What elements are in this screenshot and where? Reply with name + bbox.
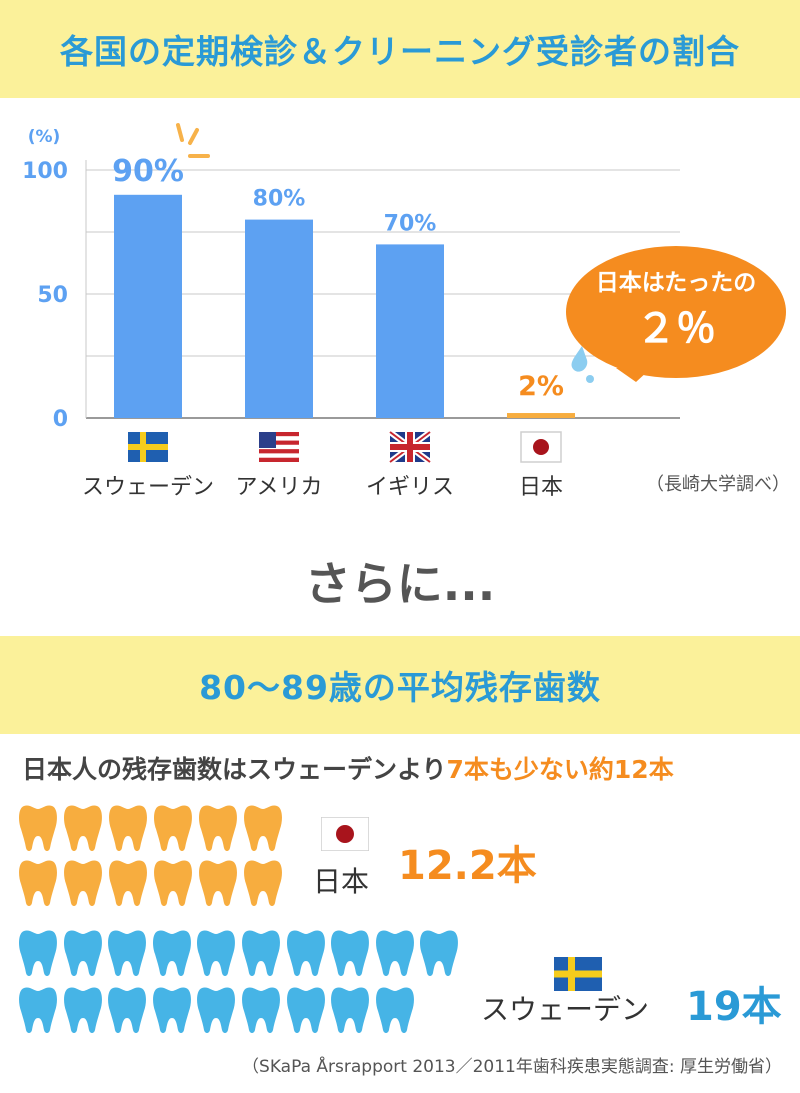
tooth-icon bbox=[63, 987, 102, 1033]
y-tick-label: 0 bbox=[53, 407, 68, 432]
sweden-label: スウェーデン bbox=[481, 993, 650, 1026]
teeth-headline-highlight: 7本も少ない約12本 bbox=[446, 755, 674, 784]
x-category-label: スウェーデン bbox=[82, 475, 214, 500]
tooth-icon bbox=[375, 930, 414, 976]
tooth-icon bbox=[109, 860, 147, 906]
tooth-icon bbox=[197, 930, 236, 976]
teeth-headline-text: 日本人の残存歯数はスウェーデンより bbox=[22, 755, 447, 784]
bar-value-label: 90% bbox=[112, 154, 184, 189]
tooth-icon bbox=[19, 987, 57, 1033]
x-category-label: アメリカ bbox=[236, 475, 323, 500]
sweat-drop-icon bbox=[571, 346, 594, 383]
tooth-icon bbox=[109, 805, 147, 851]
tooth-icon bbox=[420, 930, 459, 976]
japan-flag-icon bbox=[520, 431, 562, 463]
chart-title-banner: 各国の定期検診＆クリーニング受診者の割合 bbox=[0, 0, 800, 98]
sweden-teeth-grid bbox=[18, 928, 464, 1042]
tooth-icon bbox=[19, 930, 57, 976]
sparkle-accent bbox=[176, 123, 210, 158]
bar bbox=[114, 194, 182, 418]
transition-text: さらに... bbox=[304, 557, 496, 611]
tooth-icon bbox=[154, 860, 192, 906]
section2-title-banner: 80〜89歳の平均残存歯数 bbox=[0, 636, 800, 734]
chart-title: 各国の定期検診＆クリーニング受診者の割合 bbox=[60, 32, 740, 71]
tooth-icon bbox=[64, 805, 102, 851]
tooth-icon bbox=[244, 860, 282, 906]
japan-tooth-count: 12.2本 bbox=[398, 843, 537, 889]
sweden-flag-icon bbox=[554, 957, 602, 991]
x-category-label: イギリス bbox=[366, 475, 454, 500]
bar-value-label: 80% bbox=[253, 187, 306, 212]
tooth-icon bbox=[19, 805, 57, 851]
japan-teeth-grid bbox=[18, 803, 288, 913]
tooth-icon bbox=[108, 930, 147, 976]
tooth-icon bbox=[197, 987, 236, 1033]
section2-title: 80〜89歳の平均残存歯数 bbox=[199, 668, 601, 707]
sweden-flag-icon bbox=[128, 432, 168, 462]
tooth-icon bbox=[286, 987, 325, 1033]
japan-label: 日本 bbox=[313, 865, 370, 898]
callout-text-line2: ２％ bbox=[636, 306, 716, 352]
y-tick-label: 50 bbox=[37, 283, 68, 308]
x-category-label: 日本 bbox=[519, 475, 563, 500]
tooth-icon bbox=[63, 930, 102, 976]
tooth-icon bbox=[241, 987, 280, 1033]
tooth-icon bbox=[152, 930, 191, 976]
tooth-icon bbox=[108, 987, 147, 1033]
tooth-icon bbox=[375, 987, 414, 1033]
usa-flag-icon bbox=[259, 432, 299, 462]
tooth-icon bbox=[19, 860, 57, 906]
y-tick-label: 100 bbox=[22, 159, 68, 184]
tooth-icon bbox=[331, 987, 370, 1033]
callout-text-line1: 日本はたったの bbox=[596, 270, 757, 296]
tooth-icon bbox=[331, 930, 370, 976]
tooth-icon bbox=[241, 930, 280, 976]
teeth-headline: 日本人の残存歯数はスウェーデンより7本も少ない約12本 bbox=[22, 750, 674, 786]
bar bbox=[507, 413, 575, 418]
source-note-1: （長崎大学調べ） bbox=[646, 474, 790, 495]
japan-flag-icon bbox=[321, 817, 369, 851]
tooth-icon bbox=[244, 805, 282, 851]
source-note-2: （SKaPa Årsrapport 2013／2011年歯科疾患実態調査: 厚生… bbox=[242, 1057, 782, 1077]
tooth-icon bbox=[152, 987, 191, 1033]
tooth-icon bbox=[154, 805, 192, 851]
uk-flag-icon bbox=[388, 429, 432, 465]
callout-bubble: 日本はたったの ２％ bbox=[566, 246, 786, 382]
bar bbox=[245, 219, 313, 418]
sweden-tooth-count: 19本 bbox=[686, 984, 782, 1030]
tooth-icon bbox=[286, 930, 325, 976]
y-axis-unit: (%) bbox=[28, 127, 61, 147]
tooth-icon bbox=[199, 805, 237, 851]
bar-value-label: 2% bbox=[518, 371, 564, 402]
bar-value-label: 70% bbox=[384, 211, 437, 236]
bar bbox=[376, 244, 444, 418]
tooth-icon bbox=[64, 860, 102, 906]
tooth-icon bbox=[199, 860, 237, 906]
